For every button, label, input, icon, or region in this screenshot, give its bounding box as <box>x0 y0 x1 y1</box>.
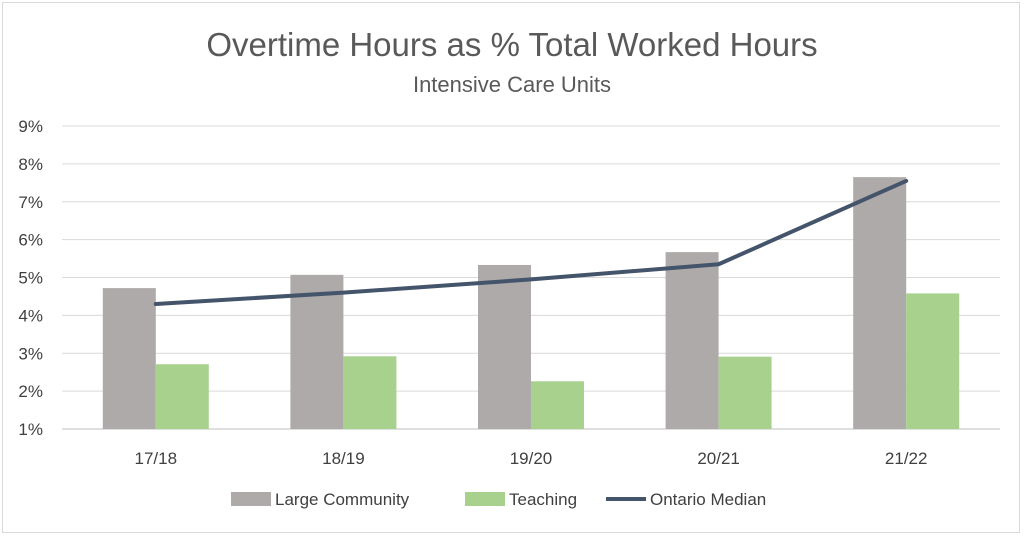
legend-label: Teaching <box>509 490 577 509</box>
legend: Large Community Teaching Ontario Median <box>231 490 766 509</box>
chart-title: Overtime Hours as % Total Worked Hours <box>206 26 817 63</box>
y-tick-label: 2% <box>18 382 43 401</box>
legend-item: Large Community <box>231 490 410 509</box>
y-tick-label: 9% <box>18 117 43 136</box>
bar-large-community <box>102 288 156 429</box>
bar-large-community <box>665 252 719 429</box>
line-ontario-median <box>153 178 909 307</box>
legend-swatch <box>465 492 505 506</box>
bar-teaching <box>531 381 584 429</box>
legend-swatch <box>231 492 271 506</box>
bar-teaching <box>155 364 209 429</box>
legend-label: Large Community <box>275 490 410 509</box>
x-axis-ticks: 17/18 18/19 19/20 20/21 21/22 <box>135 449 928 468</box>
y-tick-label: 8% <box>18 155 43 174</box>
bar-teaching <box>906 293 960 429</box>
x-tick-label: 19/20 <box>510 449 553 468</box>
x-tick-label: 18/19 <box>322 449 365 468</box>
bars <box>102 177 960 429</box>
legend-item: Ontario Median <box>606 490 766 509</box>
y-tick-label: 1% <box>18 420 43 439</box>
chart-subtitle: Intensive Care Units <box>413 72 611 97</box>
y-axis-ticks: 1% 2% 3% 4% 5% 6% 7% 8% 9% <box>18 117 43 439</box>
x-tick-label: 21/22 <box>885 449 928 468</box>
median-line <box>153 178 909 307</box>
legend-item: Teaching <box>465 490 577 509</box>
x-tick-label: 17/18 <box>135 449 178 468</box>
chart-svg: Overtime Hours as % Total Worked Hours I… <box>18 26 1000 509</box>
bar-large-community <box>478 265 531 429</box>
y-tick-label: 7% <box>18 193 43 212</box>
y-tick-label: 6% <box>18 231 43 250</box>
y-tick-label: 5% <box>18 269 43 288</box>
x-tick-label: 20/21 <box>697 449 740 468</box>
bar-teaching <box>718 356 772 429</box>
legend-label: Ontario Median <box>650 490 766 509</box>
bar-large-community <box>853 177 907 429</box>
bar-teaching <box>343 356 397 429</box>
y-tick-label: 4% <box>18 306 43 325</box>
bar-large-community <box>290 274 344 429</box>
y-tick-label: 3% <box>18 344 43 363</box>
